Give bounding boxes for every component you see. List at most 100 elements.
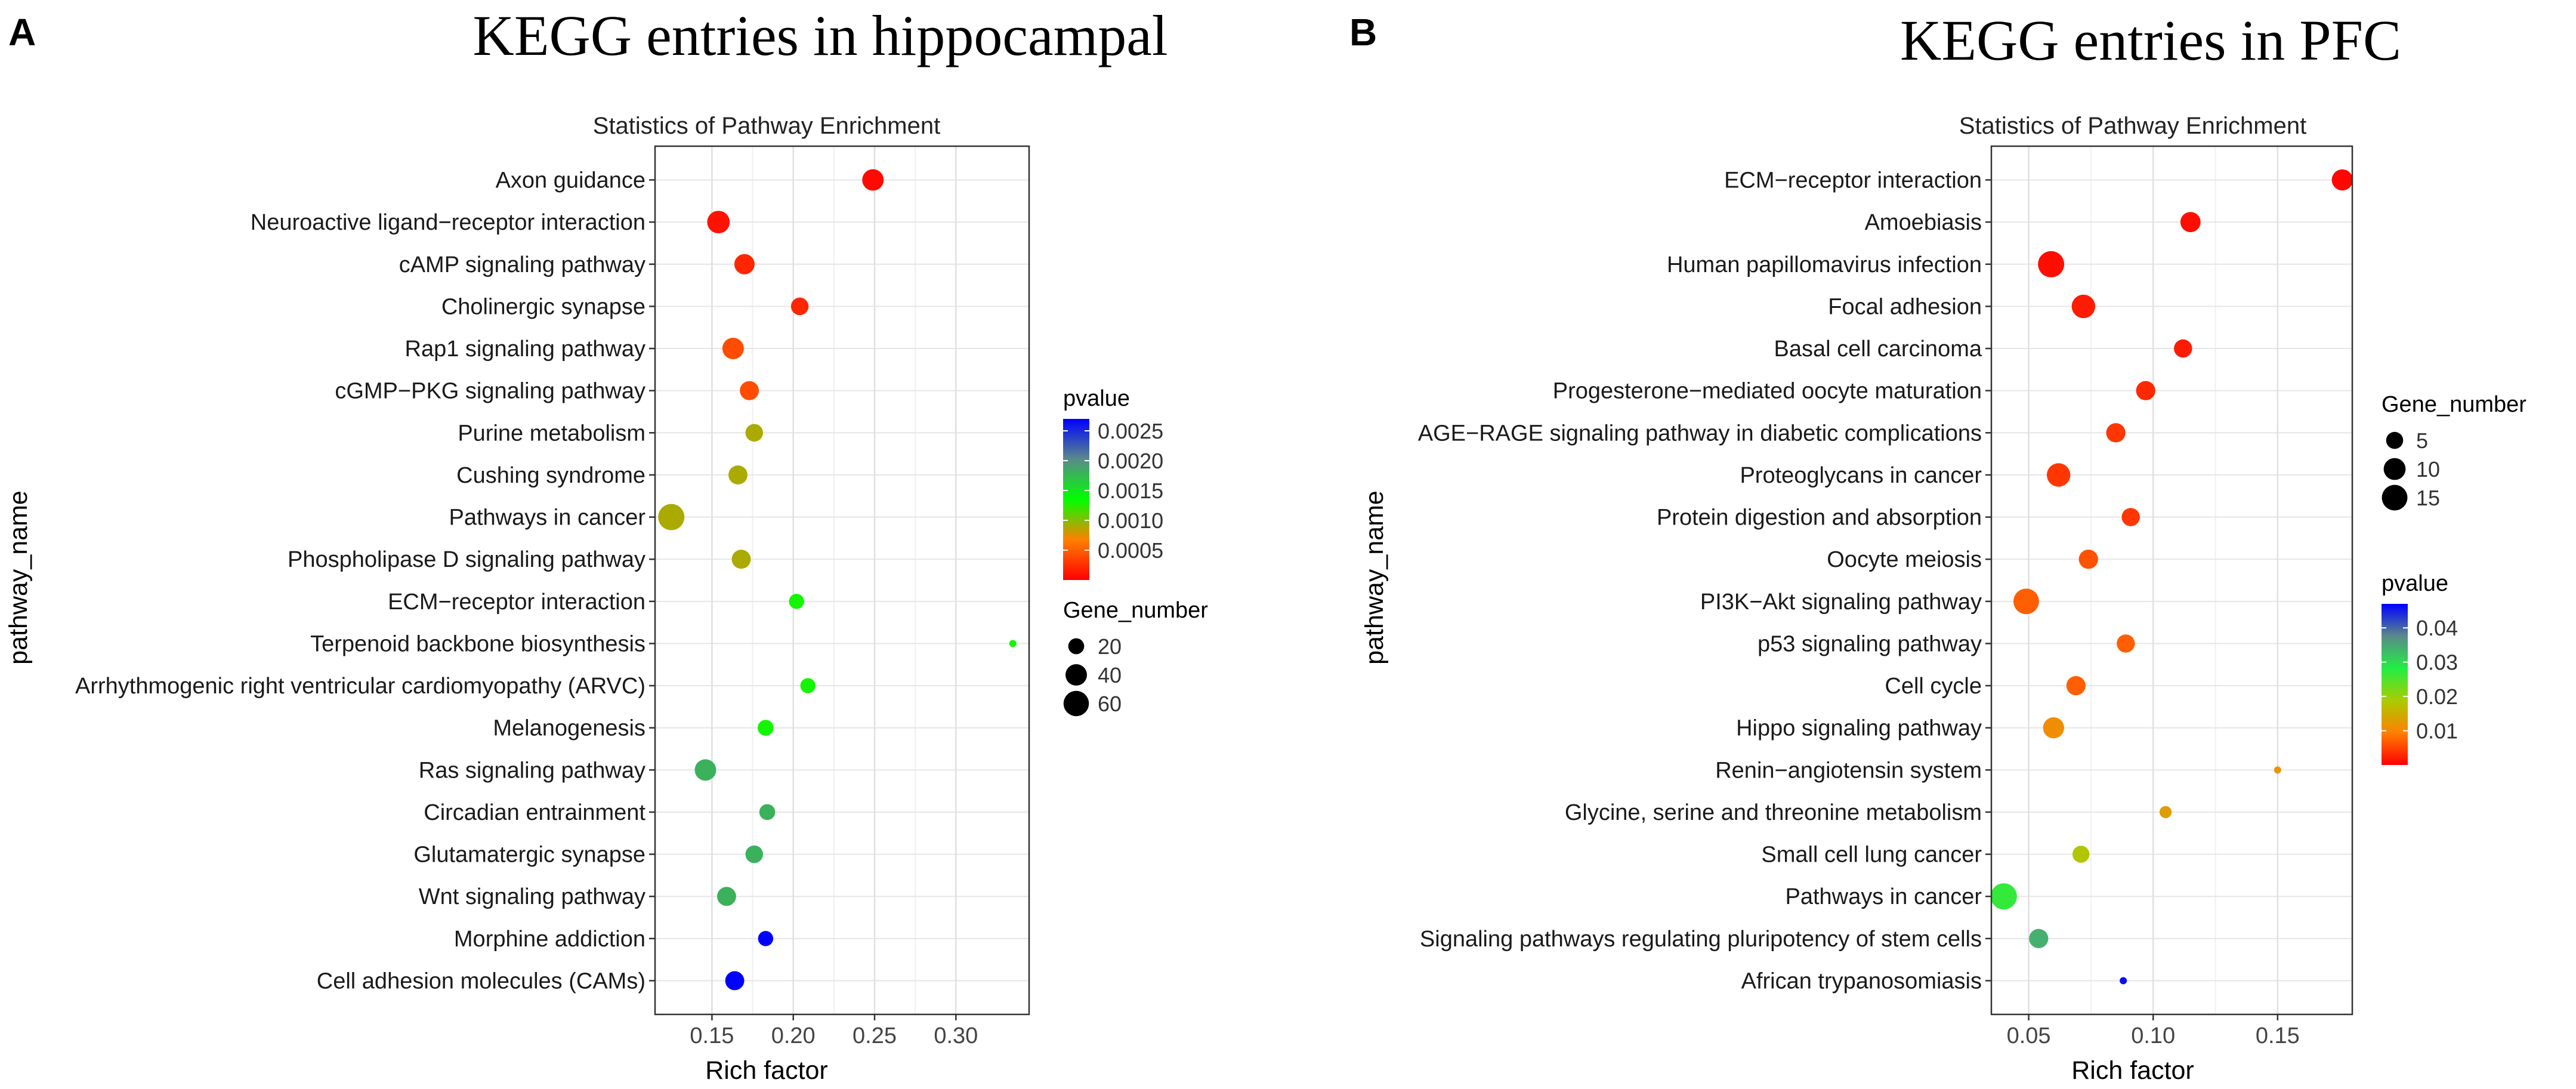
pathway-label: Ras signaling pathway bbox=[419, 758, 645, 783]
pathway-label: Phospholipase D signaling pathway bbox=[288, 547, 645, 572]
data-point bbox=[2106, 423, 2126, 443]
size-legend-dot bbox=[2383, 458, 2406, 480]
data-point bbox=[2117, 634, 2135, 653]
data-point bbox=[731, 550, 751, 569]
plot-background bbox=[655, 146, 1029, 1014]
color-legend-title: pvalue bbox=[2382, 571, 2448, 596]
data-point bbox=[658, 504, 685, 530]
x-tick-label: 0.15 bbox=[690, 1023, 734, 1048]
size-legend-dot bbox=[2386, 431, 2404, 449]
plot-border bbox=[1990, 145, 2353, 1016]
pathway-label: Progesterone−mediated oocyte maturation bbox=[1553, 379, 1982, 404]
plot-background bbox=[1991, 146, 2352, 1014]
x-axis-title-a: Rich factor bbox=[705, 1056, 828, 1085]
plot-border bbox=[654, 145, 1030, 1016]
pathway-label: Hippo signaling pathway bbox=[1736, 716, 1982, 741]
colorbar-tick-label: 0.02 bbox=[2416, 684, 2458, 709]
pathway-label: Basal cell carcinoma bbox=[1774, 337, 1982, 362]
data-point bbox=[2066, 675, 2086, 696]
colorbar-tick-label: 0.04 bbox=[2416, 616, 2458, 640]
data-point bbox=[758, 720, 774, 736]
y-axis-title-a: pathway_name bbox=[4, 490, 33, 665]
data-point bbox=[728, 465, 748, 485]
size-legend-label: 10 bbox=[2416, 457, 2440, 482]
data-point bbox=[740, 381, 759, 400]
pathway-label: Pathways in cancer bbox=[1786, 884, 1982, 909]
pathway-label: Neuroactive ligand−receptor interaction bbox=[251, 210, 645, 235]
y-axis-title-b: pathway_name bbox=[1360, 490, 1389, 665]
data-point bbox=[2029, 928, 2049, 948]
pathway-label: Amoebiasis bbox=[1865, 210, 1982, 235]
size-legend-dot bbox=[1063, 690, 1089, 717]
panel-b: B KEGG entries in PFC Statistics of Path… bbox=[1349, 8, 2526, 1085]
pathway-label: Small cell lung cancer bbox=[1761, 843, 1982, 868]
pathway-label: Axon guidance bbox=[496, 168, 645, 193]
data-point bbox=[2331, 169, 2353, 191]
pathway-label: Protein digestion and absorption bbox=[1657, 505, 1982, 530]
colorbar bbox=[1063, 419, 1089, 580]
data-point bbox=[745, 424, 764, 442]
pathway-label: ECM−receptor interaction bbox=[388, 590, 645, 615]
pathway-label: Focal adhesion bbox=[1828, 294, 1982, 319]
panel-label-a: A bbox=[8, 11, 36, 54]
colorbar-tick-label: 0.03 bbox=[2416, 650, 2458, 675]
panel-heading-a: KEGG entries in hippocampal bbox=[472, 4, 1167, 67]
pathway-label: Cushing syndrome bbox=[456, 463, 645, 488]
panel-heading-b: KEGG entries in PFC bbox=[1900, 8, 2401, 72]
size-legend-dot bbox=[1068, 638, 1085, 655]
x-tick-label: 0.25 bbox=[853, 1023, 897, 1048]
pathway-label: Oocyte meiosis bbox=[1827, 547, 1982, 572]
pathway-label: AGE−RAGE signaling pathway in diabetic c… bbox=[1418, 421, 1982, 446]
data-point bbox=[758, 931, 774, 946]
pathway-label: Cell cycle bbox=[1885, 674, 1982, 699]
data-point bbox=[2046, 463, 2071, 487]
x-tick-label: 0.15 bbox=[2256, 1023, 2300, 1048]
data-point bbox=[2180, 212, 2201, 233]
data-point bbox=[790, 297, 809, 316]
chart-title-a: Statistics of Pathway Enrichment bbox=[593, 113, 940, 139]
data-point bbox=[745, 845, 764, 863]
pathway-label: Morphine addiction bbox=[454, 927, 645, 952]
data-point bbox=[717, 887, 736, 906]
size-legend-title: Gene_number bbox=[2382, 392, 2526, 417]
data-point bbox=[2043, 717, 2064, 739]
pathway-label: ECM−receptor interaction bbox=[1724, 168, 1982, 193]
size-legend-label: 60 bbox=[1098, 692, 1122, 716]
pathway-label: Terpenoid backbone biosynthesis bbox=[310, 631, 645, 656]
size-legend-label: 5 bbox=[2416, 428, 2428, 453]
data-point bbox=[759, 804, 776, 820]
pathway-label: PI3K−Akt signaling pathway bbox=[1700, 590, 1982, 615]
size-legend-dot bbox=[2382, 485, 2408, 511]
pathway-label: Melanogenesis bbox=[493, 716, 645, 741]
pathway-label: Cell adhesion molecules (CAMs) bbox=[317, 968, 645, 994]
size-legend-dot bbox=[1065, 664, 1087, 686]
legends-a: pvalue 0.0025 0.0020 0.0015 0.0010 0.0005 Gene… bbox=[1063, 386, 1208, 717]
panel-a: A KEGG entries in hippocampal Statistics… bbox=[4, 4, 1208, 1085]
panel-label-b: B bbox=[1349, 11, 1377, 54]
data-point bbox=[2159, 806, 2172, 819]
data-point bbox=[2078, 550, 2098, 569]
pathway-label: cAMP signaling pathway bbox=[399, 252, 645, 277]
pathway-label: Cholinergic synapse bbox=[441, 294, 645, 319]
colorbar bbox=[2382, 604, 2408, 765]
data-point bbox=[2013, 588, 2039, 615]
data-point bbox=[725, 971, 745, 991]
color-legend-title: pvalue bbox=[1063, 386, 1130, 411]
data-point bbox=[2072, 846, 2090, 863]
size-legend-title: Gene_number bbox=[1063, 598, 1208, 623]
pathway-label: Rap1 signaling pathway bbox=[405, 337, 646, 362]
data-point bbox=[1009, 640, 1017, 647]
pathway-label: Wnt signaling pathway bbox=[419, 884, 645, 909]
colorbar-tick-label: 0.0005 bbox=[1098, 538, 1163, 563]
x-tick-label: 0.10 bbox=[2131, 1023, 2175, 1048]
pathway-label: Human papillomavirus infection bbox=[1667, 252, 1982, 277]
x-tick-label: 0.05 bbox=[2007, 1023, 2051, 1048]
colorbar-tick-label: 0.0025 bbox=[1098, 419, 1163, 443]
data-point bbox=[2174, 339, 2192, 358]
data-point bbox=[2071, 294, 2096, 319]
colorbar-tick-label: 0.0020 bbox=[1098, 449, 1163, 473]
data-point bbox=[1990, 883, 2017, 910]
colorbar-tick-label: 0.0015 bbox=[1098, 479, 1163, 503]
pathway-label: Glycine, serine and threonine metabolism bbox=[1565, 800, 1982, 825]
pathway-label: Arrhythmogenic right ventricular cardiom… bbox=[75, 674, 645, 699]
